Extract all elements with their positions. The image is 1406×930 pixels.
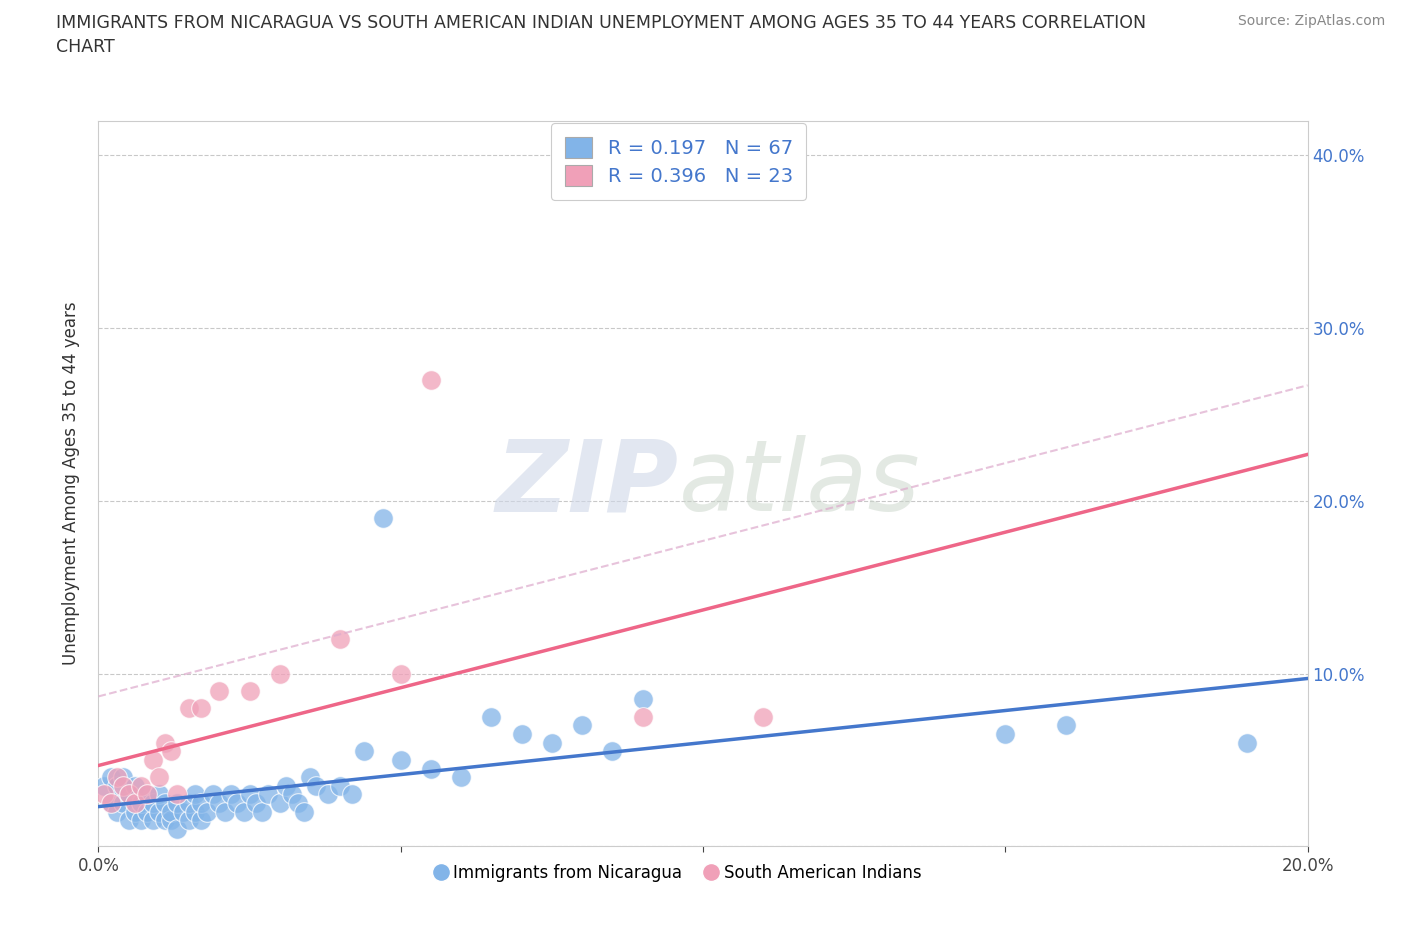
Point xyxy=(239,787,262,802)
Point xyxy=(124,804,146,819)
Point xyxy=(256,787,278,802)
Point xyxy=(135,787,157,802)
Point xyxy=(124,796,146,811)
Point xyxy=(179,796,201,811)
Y-axis label: Unemployment Among Ages 35 to 44 years: Unemployment Among Ages 35 to 44 years xyxy=(62,302,80,665)
Point xyxy=(1054,718,1077,733)
Point xyxy=(226,796,249,811)
Point xyxy=(269,666,291,681)
Point xyxy=(389,752,412,767)
Point xyxy=(142,813,165,828)
Point xyxy=(195,804,218,819)
Point xyxy=(118,787,141,802)
Point xyxy=(371,511,394,525)
Point xyxy=(208,684,231,698)
Point xyxy=(250,804,273,819)
Point xyxy=(118,813,141,828)
Point xyxy=(342,787,364,802)
Point xyxy=(93,778,115,793)
Point xyxy=(100,796,122,811)
Point xyxy=(184,804,207,819)
Point xyxy=(190,796,212,811)
Point xyxy=(752,710,775,724)
Legend: Immigrants from Nicaragua, South American Indians: Immigrants from Nicaragua, South America… xyxy=(430,857,928,889)
Point xyxy=(287,796,309,811)
Point xyxy=(111,796,134,811)
Point xyxy=(214,804,236,819)
Point xyxy=(129,813,152,828)
Point xyxy=(148,787,170,802)
Point xyxy=(93,787,115,802)
Point xyxy=(274,778,297,793)
Point xyxy=(148,804,170,819)
Point xyxy=(184,787,207,802)
Point xyxy=(153,796,176,811)
Point xyxy=(190,813,212,828)
Point xyxy=(148,770,170,785)
Point xyxy=(571,718,593,733)
Point xyxy=(135,787,157,802)
Point xyxy=(305,778,328,793)
Text: Source: ZipAtlas.com: Source: ZipAtlas.com xyxy=(1237,14,1385,28)
Point xyxy=(450,770,472,785)
Point xyxy=(994,726,1017,741)
Text: IMMIGRANTS FROM NICARAGUA VS SOUTH AMERICAN INDIAN UNEMPLOYMENT AMONG AGES 35 TO: IMMIGRANTS FROM NICARAGUA VS SOUTH AMERI… xyxy=(56,14,1146,56)
Text: atlas: atlas xyxy=(679,435,921,532)
Point xyxy=(232,804,254,819)
Point xyxy=(631,692,654,707)
Point xyxy=(135,804,157,819)
Point xyxy=(299,770,322,785)
Point xyxy=(100,796,122,811)
Point xyxy=(281,787,304,802)
Point xyxy=(166,796,188,811)
Point xyxy=(111,770,134,785)
Point xyxy=(129,778,152,793)
Point xyxy=(160,804,183,819)
Point xyxy=(208,796,231,811)
Text: ZIP: ZIP xyxy=(496,435,679,532)
Point xyxy=(329,778,352,793)
Point xyxy=(124,778,146,793)
Point xyxy=(202,787,225,802)
Point xyxy=(481,710,503,724)
Point xyxy=(316,787,339,802)
Point xyxy=(239,684,262,698)
Point xyxy=(353,744,375,759)
Point xyxy=(105,804,128,819)
Point xyxy=(221,787,243,802)
Point xyxy=(179,813,201,828)
Point xyxy=(105,770,128,785)
Point xyxy=(172,804,194,819)
Point xyxy=(105,778,128,793)
Point xyxy=(602,744,624,759)
Point xyxy=(1236,736,1258,751)
Point xyxy=(166,787,188,802)
Point xyxy=(269,796,291,811)
Point xyxy=(420,761,443,776)
Point xyxy=(111,778,134,793)
Point xyxy=(631,710,654,724)
Point xyxy=(329,631,352,646)
Point xyxy=(160,813,183,828)
Point xyxy=(160,744,183,759)
Point xyxy=(510,726,533,741)
Point xyxy=(118,787,141,802)
Point xyxy=(420,373,443,388)
Point xyxy=(540,736,562,751)
Point xyxy=(190,700,212,715)
Point xyxy=(153,736,176,751)
Point xyxy=(245,796,267,811)
Point xyxy=(142,796,165,811)
Point xyxy=(129,796,152,811)
Point xyxy=(292,804,315,819)
Point xyxy=(179,700,201,715)
Point xyxy=(166,821,188,836)
Point xyxy=(100,770,122,785)
Point xyxy=(389,666,412,681)
Point xyxy=(153,813,176,828)
Point xyxy=(142,752,165,767)
